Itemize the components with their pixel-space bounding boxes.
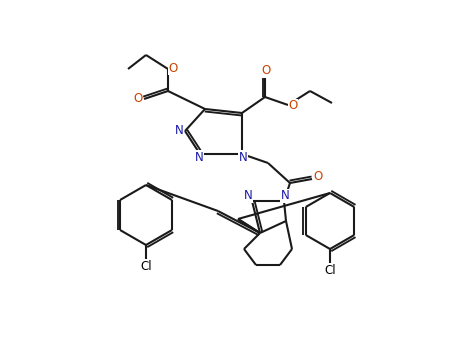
Text: O: O bbox=[288, 99, 297, 112]
Text: N: N bbox=[194, 151, 203, 164]
Text: Cl: Cl bbox=[324, 265, 336, 278]
Text: O: O bbox=[168, 61, 178, 75]
Text: N: N bbox=[175, 124, 184, 137]
Text: O: O bbox=[133, 92, 143, 104]
Text: O: O bbox=[313, 171, 323, 183]
Text: O: O bbox=[261, 65, 270, 78]
Text: N: N bbox=[238, 151, 248, 164]
Text: Cl: Cl bbox=[140, 261, 152, 274]
Text: N: N bbox=[281, 190, 289, 202]
Text: N: N bbox=[243, 190, 252, 202]
